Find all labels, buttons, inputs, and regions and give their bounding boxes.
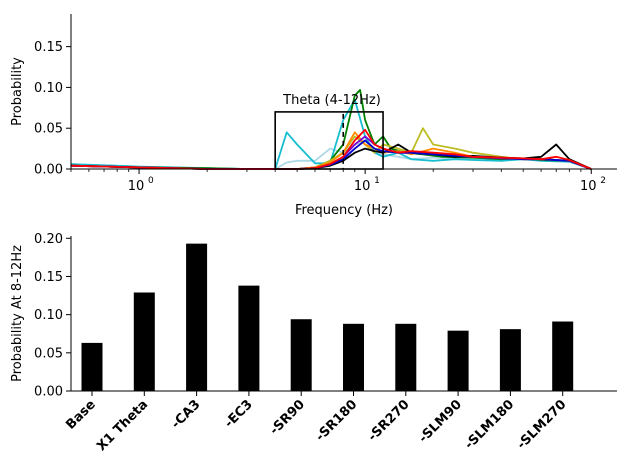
bars <box>81 243 574 391</box>
bar <box>81 342 103 391</box>
top-axes <box>70 14 617 170</box>
bar <box>186 243 208 391</box>
top-x-tick-exponent: 2 <box>600 176 606 186</box>
bottom-axes <box>70 236 617 392</box>
bar <box>238 285 260 391</box>
category-label: -SR90 <box>267 397 308 438</box>
category-label: -SLM270 <box>514 397 569 452</box>
top-x-tick-exponent: 0 <box>148 176 154 186</box>
top-x-tick-label: 10 <box>580 179 597 194</box>
top-y-axis-label: Probability <box>10 57 25 126</box>
bar <box>133 292 155 391</box>
bottom-y-tick-label: 0.00 <box>34 385 63 400</box>
top-y-tick-label: 0.05 <box>34 122 63 137</box>
bar <box>290 319 312 391</box>
bar <box>395 323 417 391</box>
frequency-probability-chart: Theta (4-12Hz) 10 0 10 1 10 2 0.000.050.100.1… <box>10 14 617 218</box>
bottom-y-axis-label: Probability At 8-12Hz <box>10 245 25 382</box>
category-label: -SLM180 <box>462 397 517 452</box>
category-label: Base <box>63 397 99 433</box>
bottom-y-ticks: 0.00 0.05 0.10 0.15 0.20 <box>34 232 71 400</box>
category-label: -EC3 <box>222 397 256 431</box>
top-y-tick-label: 0.00 <box>34 163 63 178</box>
bottom-y-tick-label: 0.05 <box>34 346 63 361</box>
bottom-y-tick-label: 0.10 <box>34 308 63 323</box>
top-x-axis-label: Frequency (Hz) <box>295 203 393 218</box>
bottom-y-tick-label: 0.20 <box>34 232 63 247</box>
top-y-tick-label: 0.10 <box>34 81 63 96</box>
top-x-tick-label: 10 <box>354 179 371 194</box>
top-x-tick-exponent: 1 <box>374 176 380 186</box>
top-y-ticks: 0.00 0.05 0.10 0.15 <box>34 40 71 178</box>
bar <box>447 330 469 391</box>
category-label: -SR270 <box>365 397 412 444</box>
top-x-ticks: 10 0 10 1 10 2 <box>70 169 606 194</box>
top-x-tick-label: 10 <box>128 179 145 194</box>
series-line-8 <box>70 139 592 170</box>
category-label: -CA3 <box>169 397 204 432</box>
category-label: -SLM90 <box>416 397 465 446</box>
theta-label: Theta (4-12Hz) <box>282 93 381 108</box>
bottom-y-tick-label: 0.15 <box>34 270 63 285</box>
bar <box>499 329 521 391</box>
category-label: X1 Theta <box>94 397 151 454</box>
bar <box>343 323 364 391</box>
category-label: -SR180 <box>313 397 360 444</box>
bar <box>552 321 574 391</box>
top-y-tick-label: 0.15 <box>34 40 63 55</box>
